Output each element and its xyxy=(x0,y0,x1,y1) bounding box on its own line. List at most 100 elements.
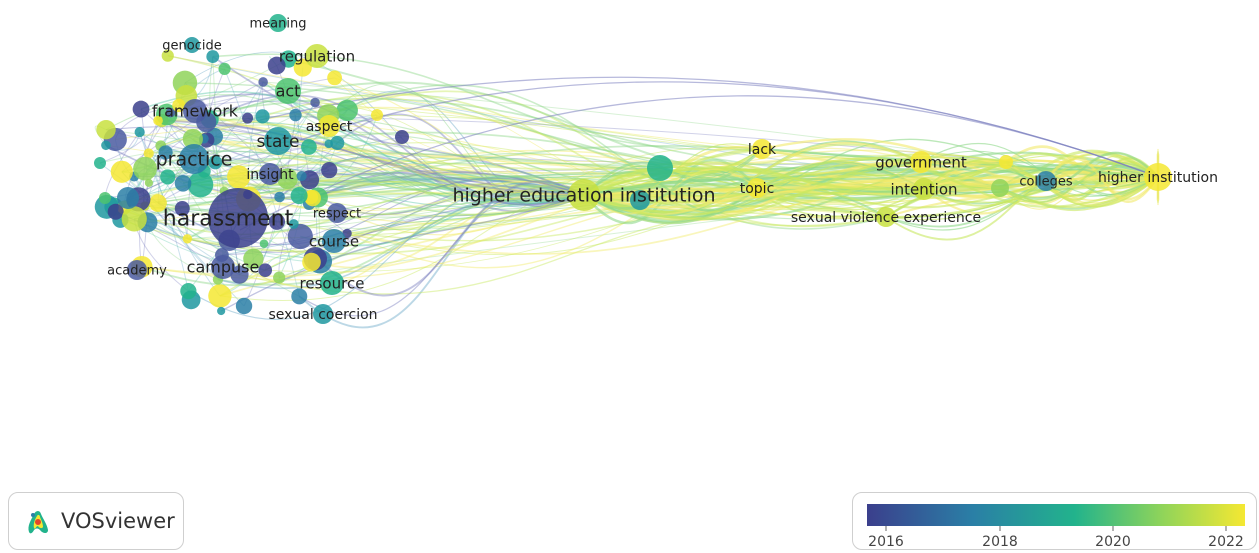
keyword-label[interactable]: government xyxy=(875,153,967,171)
keyword-node[interactable] xyxy=(318,115,340,137)
keyword-label[interactable]: academy xyxy=(107,264,167,279)
keyword-node[interactable] xyxy=(264,127,292,155)
network-node[interactable] xyxy=(101,140,111,151)
keyword-node[interactable] xyxy=(1036,171,1056,191)
network-node[interactable] xyxy=(230,265,249,284)
keyword-label[interactable]: regulation xyxy=(279,47,355,65)
network-node[interactable] xyxy=(267,56,286,75)
keyword-node[interactable] xyxy=(913,178,935,200)
network-node[interactable] xyxy=(161,49,174,62)
network-node[interactable] xyxy=(144,178,153,187)
network-node[interactable] xyxy=(277,168,298,190)
network-node[interactable] xyxy=(208,284,232,308)
keyword-label[interactable]: respect xyxy=(313,207,361,222)
keyword-node[interactable] xyxy=(320,271,344,295)
network-node[interactable] xyxy=(273,271,286,284)
keyword-node[interactable] xyxy=(313,304,333,324)
network-node[interactable] xyxy=(268,213,286,230)
network-node[interactable] xyxy=(288,219,299,229)
network-node[interactable] xyxy=(208,155,223,170)
network-node[interactable] xyxy=(174,201,190,217)
network-node[interactable] xyxy=(133,156,157,181)
network-node[interactable] xyxy=(117,187,139,209)
keyword-label[interactable]: sexual coercion xyxy=(268,307,377,323)
keyword-node[interactable] xyxy=(208,188,268,248)
network-node[interactable] xyxy=(336,99,358,122)
vosviewer-logo-box[interactable]: VOSviewer xyxy=(8,492,184,550)
keyword-label[interactable]: intention xyxy=(890,180,957,198)
network-node[interactable] xyxy=(330,135,345,150)
network-node[interactable] xyxy=(289,108,302,122)
network-node[interactable] xyxy=(274,191,285,203)
network-node[interactable] xyxy=(302,252,321,272)
keyword-label[interactable]: insight xyxy=(246,167,294,183)
keyword-node[interactable] xyxy=(259,163,281,185)
network-node[interactable] xyxy=(327,70,343,86)
keyword-network-map[interactable]: meaning genocide regulation act framework asp… xyxy=(0,0,1259,340)
keyword-label[interactable]: higher education institution xyxy=(452,185,715,207)
keyword-label[interactable]: sexual violence experience xyxy=(791,210,981,226)
keyword-label[interactable]: meaning xyxy=(250,17,307,32)
network-node[interactable] xyxy=(321,161,338,179)
keyword-label[interactable]: harassment xyxy=(163,207,294,232)
network-node[interactable] xyxy=(235,297,253,315)
network-node[interactable] xyxy=(647,155,673,181)
network-node[interactable] xyxy=(99,192,111,204)
keyword-node[interactable] xyxy=(305,44,329,68)
network-node[interactable] xyxy=(132,100,150,118)
network-node[interactable] xyxy=(630,190,650,210)
network-node[interactable] xyxy=(218,62,231,76)
keyword-label[interactable]: resource xyxy=(300,274,365,292)
network-node[interactable] xyxy=(290,187,308,205)
keyword-node[interactable] xyxy=(322,229,346,253)
keyword-label[interactable]: lack xyxy=(748,142,777,158)
network-node[interactable] xyxy=(291,288,308,305)
network-node[interactable] xyxy=(259,239,269,248)
network-node[interactable] xyxy=(187,171,214,198)
network-node[interactable] xyxy=(110,160,133,183)
network-node[interactable] xyxy=(134,126,145,138)
network-node[interactable] xyxy=(287,223,313,250)
keyword-label[interactable]: campuse xyxy=(187,258,260,277)
keyword-node[interactable] xyxy=(876,207,896,227)
keyword-node[interactable] xyxy=(275,78,301,104)
keyword-label[interactable]: state xyxy=(256,132,299,152)
keyword-label[interactable]: course xyxy=(309,232,359,250)
keyword-label[interactable]: colleges xyxy=(1019,175,1073,190)
keyword-node[interactable] xyxy=(269,14,287,32)
network-node[interactable] xyxy=(371,109,383,121)
network-node[interactable] xyxy=(172,98,186,113)
network-node[interactable] xyxy=(255,109,270,124)
network-node[interactable] xyxy=(153,115,163,126)
network-node[interactable] xyxy=(149,194,167,212)
network-node[interactable] xyxy=(243,248,264,269)
keyword-label[interactable]: higher institution xyxy=(1098,170,1218,186)
network-node[interactable] xyxy=(991,179,1009,197)
network-node[interactable] xyxy=(180,283,197,300)
network-node[interactable] xyxy=(227,165,251,189)
network-node[interactable] xyxy=(395,130,409,144)
network-node[interactable] xyxy=(206,50,220,63)
network-node[interactable] xyxy=(107,203,124,220)
keyword-label[interactable]: practice xyxy=(156,149,233,171)
keyword-node[interactable] xyxy=(211,255,235,279)
keyword-node[interactable] xyxy=(184,37,200,53)
keyword-node[interactable] xyxy=(910,151,932,173)
keyword-label[interactable]: act xyxy=(276,82,301,101)
keyword-node[interactable] xyxy=(327,203,347,223)
network-node[interactable] xyxy=(296,170,307,182)
keyword-node[interactable] xyxy=(747,178,767,198)
keyword-node[interactable] xyxy=(568,179,600,211)
network-node[interactable] xyxy=(182,234,193,244)
network-node[interactable] xyxy=(158,145,173,160)
keyword-node[interactable] xyxy=(183,99,207,123)
network-node[interactable] xyxy=(94,157,106,169)
network-node[interactable] xyxy=(303,189,319,205)
keyword-node[interactable] xyxy=(179,144,209,174)
network-node[interactable] xyxy=(143,148,154,159)
keyword-label[interactable]: framework xyxy=(152,102,239,121)
network-node[interactable] xyxy=(301,139,317,155)
keyword-label[interactable]: topic xyxy=(740,181,775,197)
network-node[interactable] xyxy=(217,306,226,316)
network-node[interactable] xyxy=(999,155,1013,169)
